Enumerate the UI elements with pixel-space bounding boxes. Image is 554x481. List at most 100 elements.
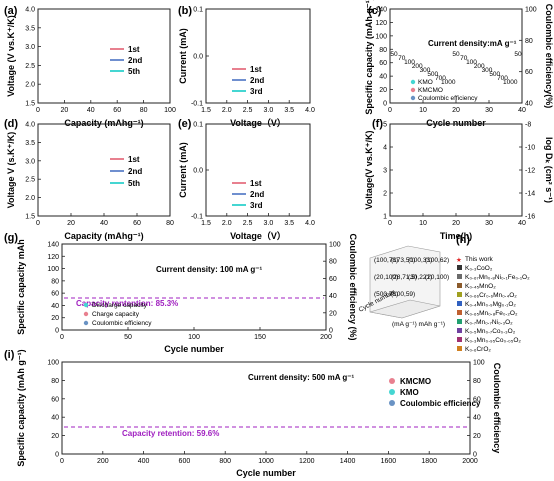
y-tick-label-a: 3.5 bbox=[25, 25, 35, 32]
x-tick-label-f: 40 bbox=[518, 220, 526, 227]
annotation-g: Current density: 100 mA g⁻¹ bbox=[156, 265, 263, 274]
legend-label-h: K₀.₆CrO₂ bbox=[465, 346, 491, 353]
legend-label-h: K₀.₄₅MnO₂ bbox=[465, 283, 496, 290]
legend-label-h: This work bbox=[465, 256, 494, 263]
y-tick-label-e: 0.0 bbox=[193, 168, 203, 175]
plot-3d-h: (mA g⁻¹) mAh g⁻¹) Cycle number bbox=[358, 245, 445, 328]
y-tick-label-c: 0 bbox=[383, 101, 387, 108]
y-axis-label-c: Specific capacity (mAh g⁻¹) bbox=[364, 0, 374, 115]
x-tick-label-f: 10 bbox=[419, 220, 427, 227]
legend-d-5th: 5th bbox=[128, 179, 140, 188]
legend-marker-c bbox=[410, 79, 416, 85]
panel-label-d: (d) bbox=[4, 118, 18, 130]
legend-label-h: K₀.₇Mn₀.₇Ni₀.₃O₂ bbox=[465, 319, 513, 326]
legend-marker-c bbox=[410, 95, 416, 101]
x-tick-label-g: 200 bbox=[320, 334, 332, 341]
y-tick-label-i: 40 bbox=[51, 415, 59, 422]
legend-h: ★ This work K₀.₃CoO₂ K₀.₆₇Mn₀.₈Ni₀.₁Fe₀.₁O₂… bbox=[456, 256, 530, 353]
y2-tick-label-i: 0 bbox=[473, 452, 477, 459]
legend-marker-h bbox=[457, 301, 462, 306]
x-tick-label-e: 2.0 bbox=[222, 220, 232, 227]
y2-tick-label-g: 20 bbox=[329, 310, 337, 317]
legend-marker-i bbox=[389, 400, 395, 406]
rate-label-c: 100 bbox=[466, 59, 477, 66]
x-tick-label-d: 80 bbox=[166, 220, 174, 227]
y-tick-label-g: 140 bbox=[47, 242, 59, 249]
x-tick-label-i: 1400 bbox=[340, 458, 356, 465]
legend-a-1st: 1st bbox=[128, 45, 140, 54]
y2-tick-label-f: -10 bbox=[525, 145, 535, 152]
y-tick-label-g: 100 bbox=[47, 266, 59, 273]
y2-tick-label-i: 40 bbox=[473, 415, 481, 422]
panel-label-f: (f) bbox=[372, 118, 383, 130]
legend-a-2nd: 2nd bbox=[128, 56, 142, 65]
x-tick-label-a: 100 bbox=[164, 107, 176, 114]
x-tick-label-i: 1600 bbox=[381, 458, 397, 465]
legend-a-5th: 5th bbox=[128, 67, 140, 76]
legend-c-kmcmo: KMCMO bbox=[418, 87, 443, 94]
legend-label-h: K₀.₃Mn₀.₉₅Co₀.₀₅O₂ bbox=[465, 337, 521, 344]
point-label-h: (100,62) bbox=[425, 257, 449, 264]
legend-marker-h bbox=[457, 310, 462, 315]
y2-tick-label-g: 0 bbox=[329, 328, 333, 335]
legend-i-kmcmo: KMCMO bbox=[400, 377, 431, 386]
y2-axis-label-f: log Dₖ (cm² s⁻¹) bbox=[544, 137, 554, 203]
plot-frame-f bbox=[389, 123, 523, 217]
y-tick-label-d: 2.0 bbox=[25, 195, 35, 202]
x-axis-label-i: Cycle number bbox=[236, 468, 296, 478]
plot-3d-floor-h bbox=[369, 299, 441, 319]
x-tick-label-d: 0 bbox=[36, 220, 40, 227]
x-tick-label-a: 0 bbox=[36, 107, 40, 114]
legend-e-3rd: 3rd bbox=[250, 201, 263, 210]
legend-marker-h bbox=[457, 328, 462, 333]
point-label-h: (20,100) bbox=[374, 274, 398, 281]
legend-marker-h bbox=[457, 337, 462, 342]
rate-label-c: 70 bbox=[398, 55, 406, 62]
annotation-i: Current density: 500 mA g⁻¹ bbox=[248, 373, 355, 382]
y2-tick-label-g: 100 bbox=[329, 242, 341, 249]
x-tick-label-f: 20 bbox=[452, 220, 460, 227]
x-tick-label-i: 2000 bbox=[462, 458, 478, 465]
legend-label-h: K₀.₅Mn₀.₇Co₀.₃O₂ bbox=[465, 328, 516, 335]
x-tick-label-i: 200 bbox=[97, 458, 109, 465]
legend-label-h: K₀.₆₇Mn₀.₈Ni₀.₁Fe₀.₁O₂ bbox=[465, 274, 530, 281]
y2-tick-label-c: 40 bbox=[525, 101, 533, 108]
x-axis-label-b: Voltage（V） bbox=[230, 118, 286, 128]
point-label-h: (100,59) bbox=[391, 291, 415, 298]
legend-marker-h bbox=[457, 292, 462, 297]
x-tick-label-b: 2.5 bbox=[243, 107, 253, 114]
y-tick-label-b: -0.1 bbox=[191, 101, 203, 108]
y2-tick-label-c: 100 bbox=[525, 7, 537, 14]
x-axis-label-e: Voltage（V） bbox=[230, 231, 286, 241]
legend-g-charge: Charge capacity bbox=[92, 311, 140, 318]
rate-label-c: 1000 bbox=[503, 79, 518, 86]
x-tick-label-d: 20 bbox=[67, 220, 75, 227]
panel-label-e: (e) bbox=[178, 118, 192, 130]
x-tick-label-c: 10 bbox=[419, 107, 427, 114]
legend-marker-h bbox=[457, 265, 462, 270]
legend-marker-g bbox=[83, 311, 89, 317]
y-tick-label-d: 1.5 bbox=[25, 214, 35, 221]
rate-label-c: 50 bbox=[514, 51, 522, 58]
y-tick-label-f: 1 bbox=[383, 214, 387, 221]
y2-tick-label-i: 60 bbox=[473, 396, 481, 403]
x-axis-label-f: Time(h) bbox=[440, 231, 472, 241]
y2-tick-label-g: 40 bbox=[329, 293, 337, 300]
y2-tick-label-g: 60 bbox=[329, 276, 337, 283]
y-tick-label-b: 0.0 bbox=[193, 54, 203, 61]
x-tick-label-e: 3.0 bbox=[264, 220, 274, 227]
x-tick-label-a: 60 bbox=[113, 107, 121, 114]
x-tick-label-g: 150 bbox=[254, 334, 266, 341]
x-tick-label-e: 4.0 bbox=[305, 220, 315, 227]
y-axis-label-a: Voltage (V vs.K⁺/K) bbox=[6, 15, 16, 97]
x-tick-label-a: 80 bbox=[140, 107, 148, 114]
y-tick-label-c: 20 bbox=[379, 87, 387, 94]
y-tick-label-a: 2.0 bbox=[25, 82, 35, 89]
x-tick-label-a: 40 bbox=[87, 107, 95, 114]
legend-b-3rd: 3rd bbox=[250, 87, 263, 96]
rate-label-c: 700 bbox=[497, 75, 508, 82]
x-tick-label-b: 2.0 bbox=[222, 107, 232, 114]
retention-i: Capacity retention: 59.6% bbox=[122, 429, 219, 438]
legend-d-1st: 1st bbox=[128, 155, 140, 164]
rate-label-c: 200 bbox=[412, 63, 423, 70]
